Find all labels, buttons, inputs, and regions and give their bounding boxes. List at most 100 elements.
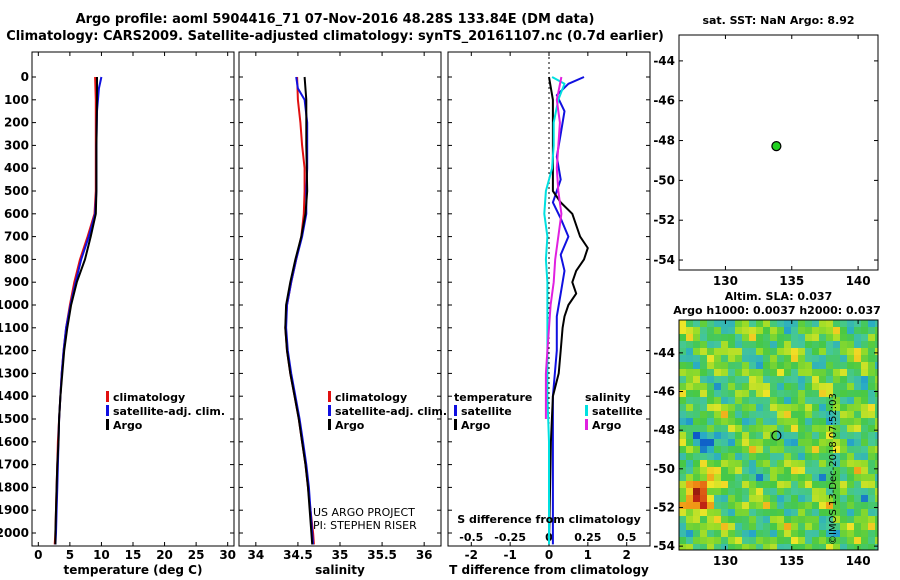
heatmap-cell (861, 516, 869, 524)
heatmap-cell (700, 334, 708, 342)
heatmap-cell (728, 537, 736, 545)
x-tick-label: 0 (545, 548, 553, 562)
heatmap-cell (798, 446, 806, 454)
heatmap-cell (826, 460, 834, 468)
heatmap-cell (784, 369, 792, 377)
heatmap-cell (812, 537, 820, 545)
heatmap-cell (847, 495, 855, 503)
heatmap-cell (756, 418, 764, 426)
heatmap-cell (819, 537, 827, 545)
depth-tick-label: 500 (4, 184, 29, 198)
heatmap-cell (784, 334, 792, 342)
heatmap-cell (679, 320, 687, 328)
heatmap-cell (868, 474, 876, 482)
heatmap-cell (686, 446, 694, 454)
heatmap-cell (742, 334, 750, 342)
heatmap-cell (812, 320, 820, 328)
heatmap-cell (700, 404, 708, 412)
heatmap-cell (770, 383, 778, 391)
heatmap-cell (721, 544, 729, 550)
heatmap-cell (686, 369, 694, 377)
heatmap-cell (763, 411, 771, 419)
heatmap-cell (777, 383, 785, 391)
heatmap-cell (735, 502, 743, 510)
heatmap-cell (819, 341, 827, 349)
heatmap-cell (679, 467, 687, 475)
heatmap-cell (679, 502, 687, 510)
heatmap-cell (679, 376, 687, 384)
heatmap-cell (728, 355, 736, 363)
heatmap-cell (721, 404, 729, 412)
heatmap-cell (805, 397, 813, 405)
heatmap-cell (833, 390, 841, 398)
heatmap-cell (714, 509, 722, 517)
heatmap-cell (791, 509, 799, 517)
heatmap-cell (812, 432, 820, 440)
heatmap-cell (819, 530, 827, 538)
heatmap-cell (707, 446, 715, 454)
heatmap-cell (763, 320, 771, 328)
legend-satellite-clim: satellite-adj. clim. (328, 405, 447, 419)
heatmap-cell (798, 453, 806, 461)
sla-y-tick-label: -44 (653, 346, 675, 360)
depth-tick-label: 100 (4, 93, 29, 107)
heatmap-cell (728, 460, 736, 468)
heatmap-cell (749, 348, 757, 356)
heatmap-cell (714, 439, 722, 447)
heatmap-cell (693, 362, 701, 370)
series-line-satellite-adj-clim- (54, 76, 103, 545)
heatmap-cell (749, 502, 757, 510)
heatmap-cell (686, 467, 694, 475)
heatmap-cell (728, 327, 736, 335)
legend-argo: Argo (106, 419, 225, 433)
heatmap-cell (812, 369, 820, 377)
heatmap-cell (791, 320, 799, 328)
sst-map-frame (678, 34, 879, 271)
heatmap-cell (861, 537, 869, 545)
heatmap-cell (826, 488, 834, 496)
heatmap-cell (735, 446, 743, 454)
heatmap-cell (791, 404, 799, 412)
heatmap-cell (875, 418, 878, 426)
heatmap-cell (805, 523, 813, 531)
heatmap-cell (777, 418, 785, 426)
heatmap-cell (707, 481, 715, 489)
heatmap-cell (735, 320, 743, 328)
heatmap-cell (721, 425, 729, 433)
heatmap-cell (735, 544, 743, 550)
heatmap-cell (868, 383, 876, 391)
heatmap-cell (749, 334, 757, 342)
s-difference-label: S difference from climatology (457, 513, 641, 526)
heatmap-cell (840, 376, 848, 384)
heatmap-cell (791, 474, 799, 482)
heatmap-cell (826, 376, 834, 384)
heatmap-cell (875, 425, 878, 433)
heatmap-cell (826, 369, 834, 377)
heatmap-cell (833, 446, 841, 454)
heatmap-cell (854, 383, 862, 391)
heatmap-cell (812, 474, 820, 482)
heatmap-cell (847, 341, 855, 349)
heatmap-cell (700, 544, 708, 550)
heatmap-cell (847, 432, 855, 440)
heatmap-cell (700, 502, 708, 510)
heatmap-cell (791, 376, 799, 384)
heatmap-cell (798, 537, 806, 545)
heatmap-cell (679, 383, 687, 391)
heatmap-cell (707, 418, 715, 426)
heatmap-cell (707, 467, 715, 475)
s-tick-label: -0.25 (494, 531, 526, 544)
heatmap-cell (833, 502, 841, 510)
heatmap-cell (805, 320, 813, 328)
heatmap-cell (791, 362, 799, 370)
heatmap-cell (840, 523, 848, 531)
heatmap-cell (763, 369, 771, 377)
heatmap-cell (749, 530, 757, 538)
heatmap-cell (791, 516, 799, 524)
heatmap-cell (847, 523, 855, 531)
heatmap-cell (777, 425, 785, 433)
heatmap-cell (868, 502, 876, 510)
depth-tick-label: 600 (4, 207, 29, 221)
heatmap-cell (861, 320, 869, 328)
heatmap-cell (777, 530, 785, 538)
